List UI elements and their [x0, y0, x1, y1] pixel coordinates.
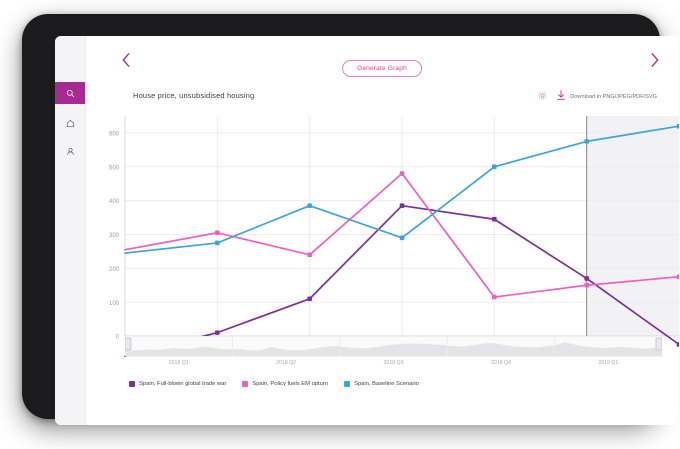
series-point-marker: [215, 240, 220, 246]
gear-icon: [537, 88, 548, 106]
chevron-left-icon: [121, 52, 132, 73]
tablet-screen: Generate Graph House price, unsubsidised…: [55, 36, 679, 425]
legend-item[interactable]: Spain, Full-blown global trade war: [129, 381, 226, 387]
y-axis-tick-label: 400: [109, 199, 120, 205]
legend-swatch: [129, 381, 135, 387]
series-endpoint-marker: [676, 342, 679, 347]
download-button[interactable]: Download in PNG/JPEG/PDF/SVG: [556, 88, 657, 106]
chart-navigator[interactable]: 2018 Q1 2018 Q2 2018 Q3 2018 Q4 2019 Q1: [125, 336, 662, 366]
legend-label: Spain, Baseline Scenario: [354, 381, 419, 387]
series-point-marker: [492, 294, 497, 300]
series-point-marker: [399, 235, 405, 241]
previous-button[interactable]: [115, 50, 137, 74]
navigator-tick-label: 2019 Q1: [598, 360, 618, 366]
navigator-handle-left: [125, 337, 132, 351]
series-point-marker: [492, 164, 497, 170]
download-icon: [556, 88, 566, 106]
navigator-handle-right: [655, 337, 662, 351]
chart-plot-area: 0 100 200 300 400 500 600 2018 Q1 2018 Q2 2018 Q3…: [95, 108, 679, 368]
app-sidebar: [55, 36, 86, 425]
series-point-marker: [584, 139, 589, 144]
legend-label: Spain, Full-blown global trade war: [139, 381, 227, 387]
y-axis-tick-label: 500: [109, 165, 120, 171]
chevron-right-icon: [649, 52, 660, 73]
y-axis-tick-label: 600: [109, 132, 120, 138]
series-point-marker: [307, 252, 312, 258]
line-chart[interactable]: 0 100 200 300 400 500 600 2018 Q1 2018 Q2 2018 Q3…: [95, 108, 679, 368]
navigator-tick-label: 2018 Q4: [491, 360, 511, 366]
series-point-marker: [215, 330, 220, 335]
series-point-marker: [399, 203, 405, 208]
generate-graph-button[interactable]: Generate Graph: [342, 60, 422, 77]
navigator-tick-label: 2018 Q1: [169, 360, 189, 366]
download-label: Download in PNG/JPEG/PDF/SVG: [570, 94, 657, 100]
series-point-marker: [307, 296, 312, 302]
sidebar-item-search[interactable]: [55, 82, 85, 104]
series-endpoint-marker: [676, 123, 679, 129]
chart-header-tools: Download in PNG/JPEG/PDF/SVG: [536, 88, 657, 106]
series-point-marker: [399, 171, 405, 176]
sidebar-item-home[interactable]: [55, 112, 85, 134]
chart-header: House price, unsubsidised housing: [133, 88, 665, 110]
search-icon: [66, 89, 75, 98]
legend-swatch: [344, 381, 351, 387]
y-axis-tick-label: 300: [109, 233, 120, 239]
series-point-marker: [584, 282, 589, 288]
navigator-track[interactable]: 2018 Q1 2018 Q2 2018 Q3 2018 Q4 2019 Q1: [125, 336, 662, 366]
forecast-plot-band: [586, 116, 679, 336]
chart-title: House price, unsubsidised housing: [133, 91, 255, 100]
y-axis-tick-label: 0: [116, 335, 120, 341]
home-icon: [66, 119, 75, 128]
series-point-marker: [492, 216, 497, 222]
series-point-marker: [307, 203, 312, 208]
navigator-tick-label: 2018 Q2: [276, 360, 296, 366]
tablet-device-frame: Generate Graph House price, unsubsidised…: [22, 14, 679, 425]
y-axis-tick-label: 200: [109, 267, 120, 273]
user-icon: [66, 147, 75, 156]
navigator-tick-label: 2018 Q3: [384, 360, 404, 366]
series-point-marker: [584, 276, 589, 281]
chart-settings-button[interactable]: [536, 91, 548, 103]
legend-item[interactable]: Spain, Baseline Scenario: [344, 381, 419, 387]
legend-label: Spain, Policy fuels EM upturn: [252, 381, 329, 387]
navigator-area-series: [125, 342, 662, 356]
series-point-marker: [215, 230, 220, 236]
series-endpoint-marker: [676, 274, 679, 280]
chart-legend: Spain, Full-blown global trade war Spain,…: [129, 381, 419, 387]
next-button[interactable]: [643, 50, 665, 74]
sidebar-item-account[interactable]: [55, 140, 85, 162]
top-navigation-bar: Generate Graph: [85, 36, 679, 88]
legend-item[interactable]: Spain, Policy fuels EM upturn: [242, 381, 328, 387]
legend-swatch: [242, 381, 249, 387]
y-axis-tick-label: 100: [109, 301, 120, 307]
